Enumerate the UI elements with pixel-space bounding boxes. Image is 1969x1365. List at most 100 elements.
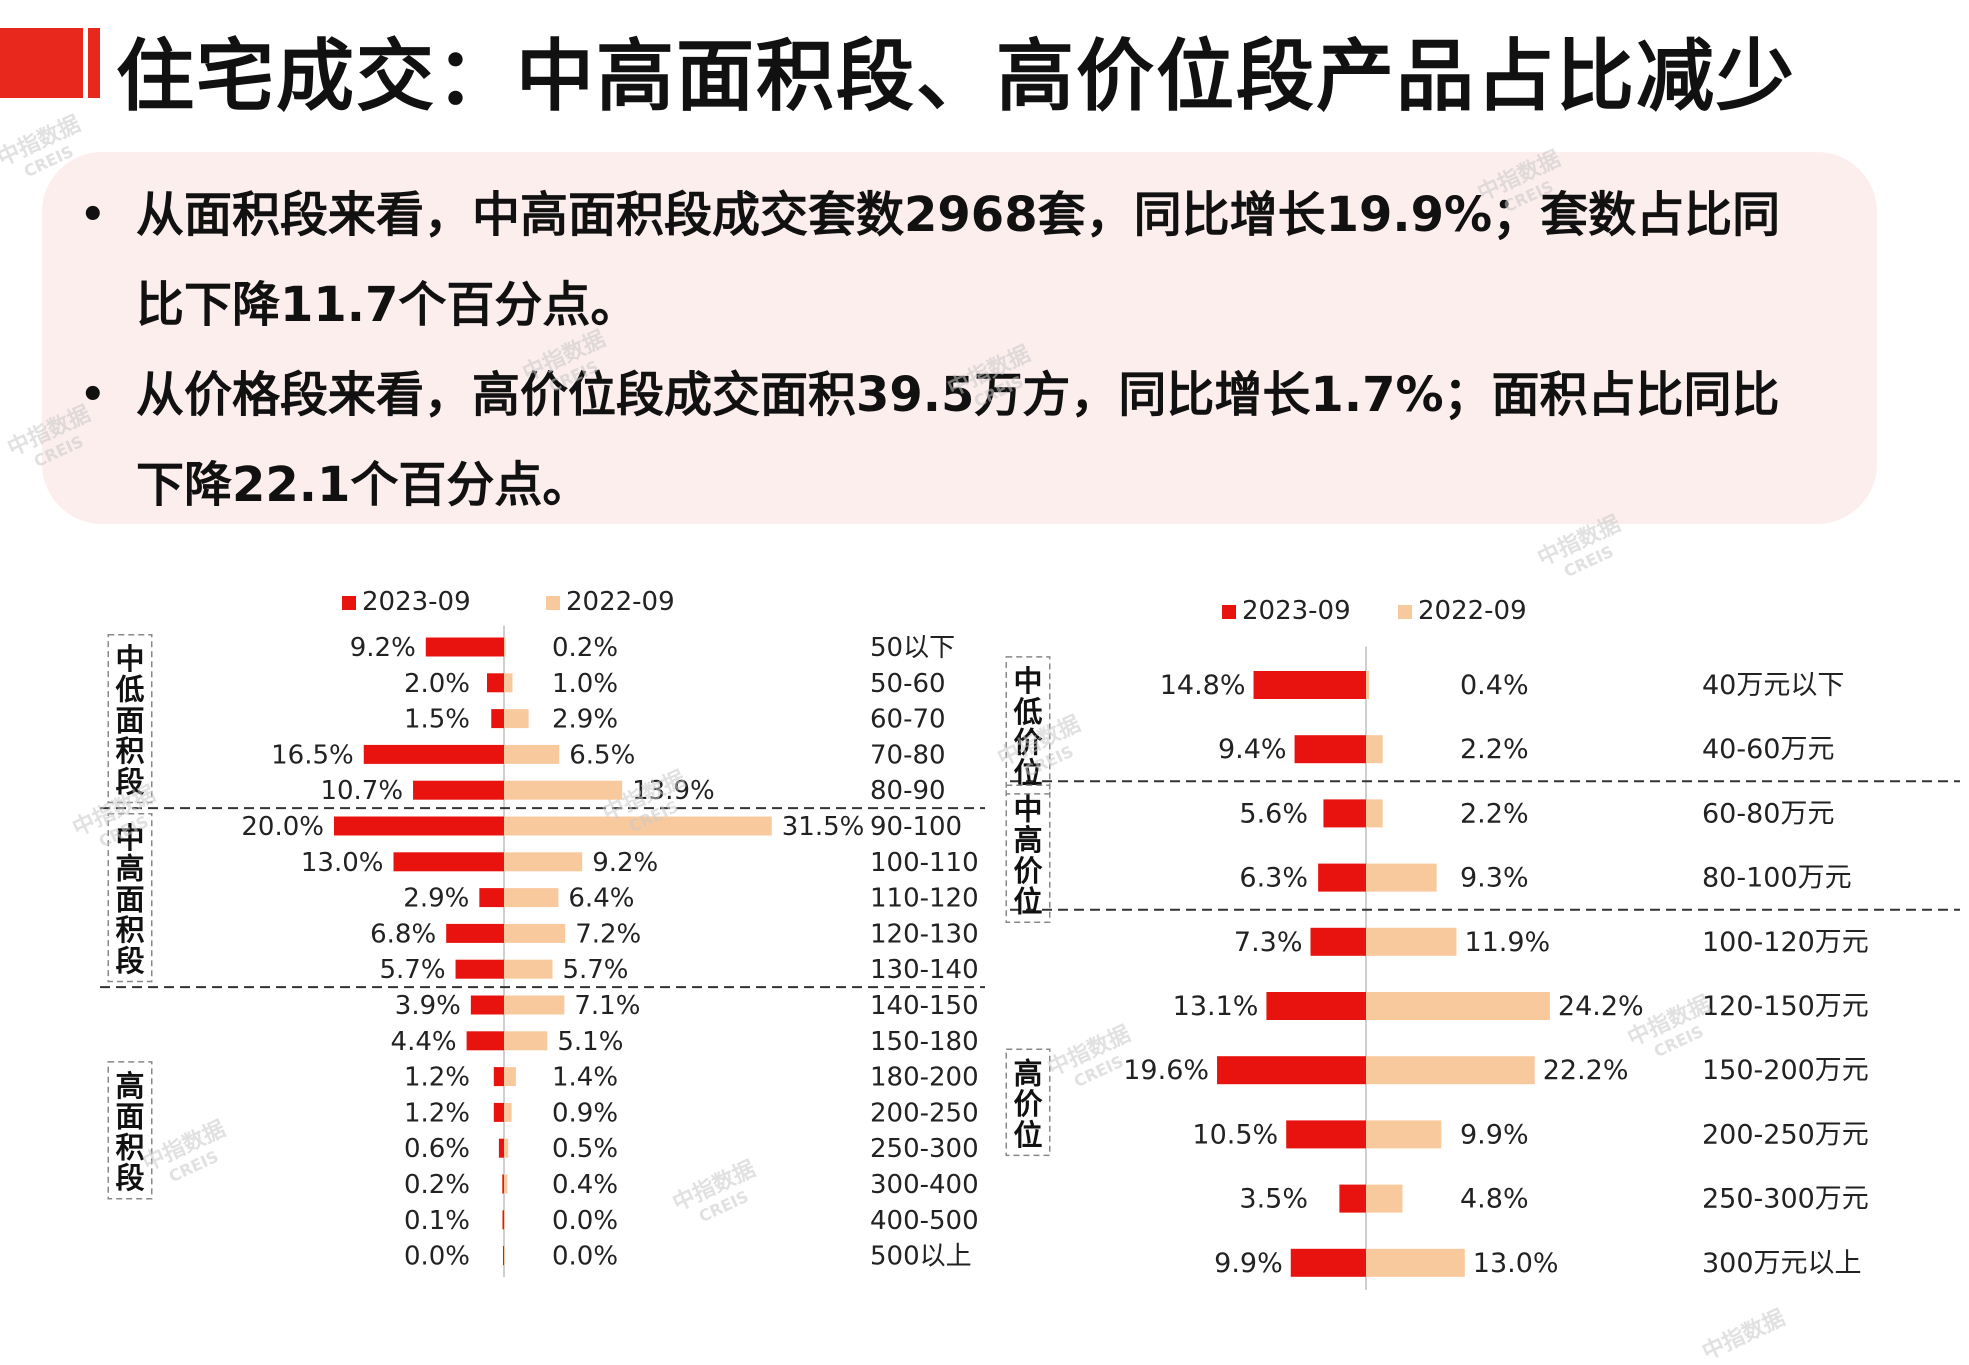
category-label: 140-150 xyxy=(870,991,979,1021)
group-label-frame xyxy=(107,813,153,983)
category-label: 150-200万元 xyxy=(1702,1055,1869,1086)
bar-2023-09 xyxy=(1217,1056,1366,1085)
bullet-dot: • xyxy=(80,192,106,238)
summary-line: 从价格段来看，高价位段成交面积39.5万方，同比增长1.7%；面积占比同比 xyxy=(136,367,1780,423)
bar-2022-09 xyxy=(504,1138,509,1158)
bar-2022-09 xyxy=(504,1031,548,1051)
value-label-2023-09: 10.7% xyxy=(320,776,403,806)
value-label-2022-09: 0.9% xyxy=(552,1098,618,1128)
bar-2022-09 xyxy=(1366,799,1383,828)
bar-2022-09 xyxy=(1366,1184,1403,1213)
group-label-char: 高 xyxy=(115,1069,144,1103)
bar-2023-09 xyxy=(1290,1248,1366,1277)
value-label-2022-09: 1.0% xyxy=(552,669,618,699)
value-label-2022-09: 1.4% xyxy=(552,1063,618,1093)
value-label-2023-09: 1.2% xyxy=(404,1063,470,1093)
group-label-char: 积 xyxy=(115,1130,144,1164)
value-label-2023-09: 0.0% xyxy=(404,1242,470,1272)
value-label-2023-09: 5.6% xyxy=(1239,798,1308,829)
group-label-char: 段 xyxy=(115,944,144,978)
value-label-2023-09: 20.0% xyxy=(241,812,324,842)
value-label-2023-09: 9.4% xyxy=(1218,734,1287,765)
value-label-2023-09: 2.9% xyxy=(403,884,469,914)
legend-label: 2023-09 xyxy=(1242,596,1351,626)
category-label: 120-150万元 xyxy=(1702,991,1869,1022)
value-label-2022-09: 0.0% xyxy=(552,1206,618,1236)
bar-2023-09 xyxy=(1294,735,1366,764)
bar-2022-09 xyxy=(504,673,513,693)
bar-2023-09 xyxy=(493,1102,504,1122)
bar-2023-09 xyxy=(446,923,504,943)
value-label-2022-09: 0.4% xyxy=(1460,670,1529,701)
value-label-2023-09: 1.5% xyxy=(404,705,470,735)
category-label: 80-90 xyxy=(870,776,946,806)
value-label-2022-09: 5.1% xyxy=(557,1027,623,1057)
bar-2023-09 xyxy=(466,1031,504,1051)
value-label-2022-09: 7.1% xyxy=(574,991,640,1021)
legend-swatch xyxy=(342,596,356,610)
category-label: 60-70 xyxy=(870,705,946,735)
group-label-char: 中 xyxy=(1013,792,1042,826)
bullet-dot: • xyxy=(80,372,106,418)
value-label-2022-09: 0.4% xyxy=(552,1170,618,1200)
value-label-2023-09: 0.2% xyxy=(404,1170,470,1200)
summary-line: 比下降11.7个百分点。 xyxy=(136,277,639,333)
bar-2023-09 xyxy=(455,959,504,979)
category-label: 100-120万元 xyxy=(1702,927,1869,958)
group-label-char: 低 xyxy=(1012,695,1042,729)
bar-2022-09 xyxy=(504,709,529,729)
category-label: 500以上 xyxy=(870,1242,972,1272)
value-label-2022-09: 9.9% xyxy=(1460,1119,1529,1150)
legend-swatch xyxy=(1222,605,1236,619)
value-label-2022-09: 2.2% xyxy=(1460,798,1529,829)
value-label-2022-09: 13.9% xyxy=(632,776,715,806)
value-label-2023-09: 1.2% xyxy=(404,1098,470,1128)
category-label: 100-110 xyxy=(870,848,979,878)
summary-line: 从面积段来看，中高面积段成交套数2968套，同比增长19.9%；套数占比同 xyxy=(136,187,1781,243)
value-label-2023-09: 10.5% xyxy=(1192,1119,1278,1150)
group-label-char: 中 xyxy=(115,642,144,676)
bar-2022-09 xyxy=(504,852,583,872)
title-accent-stripe xyxy=(88,28,100,98)
bar-2023-09 xyxy=(425,637,504,657)
category-label: 80-100万元 xyxy=(1702,863,1852,894)
category-label: 40-60万元 xyxy=(1702,734,1834,765)
group-label-char: 段 xyxy=(115,1161,144,1195)
bar-2022-09 xyxy=(504,637,506,657)
summary-line: 下降22.1个百分点。 xyxy=(136,457,591,513)
bar-2022-09 xyxy=(504,995,565,1015)
bar-2023-09 xyxy=(502,1174,504,1194)
value-label-2023-09: 14.8% xyxy=(1160,670,1246,701)
group-label-char: 中 xyxy=(1013,664,1042,698)
value-label-2022-09: 0.0% xyxy=(552,1242,618,1272)
value-label-2022-09: 22.2% xyxy=(1543,1055,1629,1086)
group-label-char: 位 xyxy=(1013,885,1042,919)
watermark: 中指数据 xyxy=(1698,1305,1789,1365)
value-label-2023-09: 0.6% xyxy=(404,1134,470,1164)
bar-2023-09 xyxy=(1266,992,1366,1020)
bar-2023-09 xyxy=(413,780,504,800)
group-label-char: 高 xyxy=(115,852,144,886)
bar-2022-09 xyxy=(504,1246,505,1266)
value-label-2022-09: 24.2% xyxy=(1558,991,1644,1022)
bar-2023-09 xyxy=(1339,1184,1366,1213)
value-label-2022-09: 11.9% xyxy=(1464,927,1550,958)
category-label: 60-80万元 xyxy=(1702,798,1834,829)
bar-2023-09 xyxy=(491,709,504,729)
group-label-char: 价 xyxy=(1013,726,1043,760)
bar-2022-09 xyxy=(504,959,553,979)
group-label-char: 价 xyxy=(1013,854,1043,888)
bar-2023-09 xyxy=(393,852,504,872)
group-label-char: 中 xyxy=(115,821,144,855)
group-label-char: 位 xyxy=(1013,1118,1042,1152)
category-label: 250-300万元 xyxy=(1702,1184,1869,1215)
value-label-2023-09: 2.0% xyxy=(404,669,470,699)
value-label-2022-09: 6.5% xyxy=(569,740,635,770)
bar-2022-09 xyxy=(504,1210,505,1230)
category-label: 130-140 xyxy=(870,955,979,985)
value-label-2022-09: 0.2% xyxy=(552,633,618,663)
bar-2023-09 xyxy=(470,995,504,1015)
value-label-2022-09: 7.2% xyxy=(575,919,641,949)
bar-2022-09 xyxy=(504,1174,508,1194)
